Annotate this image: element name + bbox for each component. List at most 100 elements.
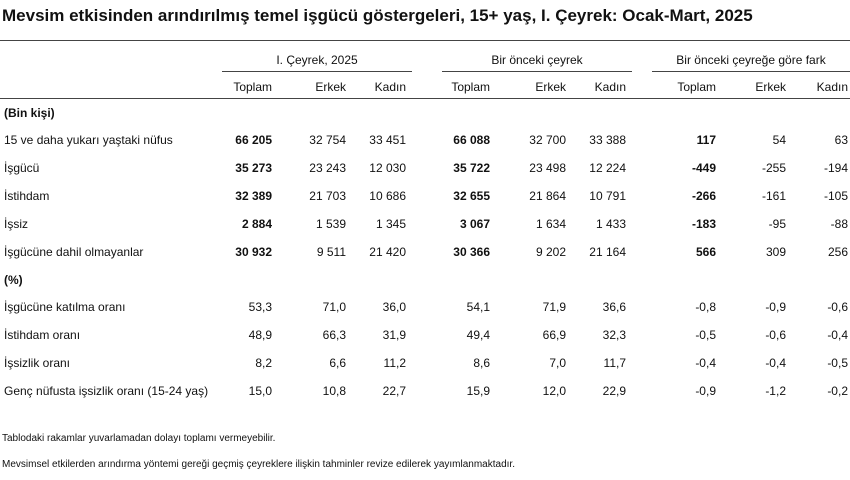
cell: 33 451 — [369, 133, 406, 147]
cell: -0,4 — [765, 356, 786, 370]
cell: -0,5 — [695, 328, 716, 342]
cell: -255 — [761, 161, 786, 175]
cell: 7,0 — [549, 356, 566, 370]
cell: 6,6 — [329, 356, 346, 370]
rule — [0, 40, 850, 41]
cell: 66 205 — [235, 133, 272, 147]
cell: -266 — [691, 189, 716, 203]
cell: 256 — [827, 245, 848, 259]
group-header: Bir önceki çeyrek — [491, 53, 583, 67]
cell: 48,9 — [248, 328, 272, 342]
column-header: Erkek — [315, 80, 346, 94]
cell: -88 — [830, 217, 848, 231]
cell: 2 884 — [241, 217, 272, 231]
cell: 10,8 — [322, 384, 346, 398]
column-header: Erkek — [535, 80, 566, 94]
rule — [442, 71, 632, 72]
cell: -0,4 — [695, 356, 716, 370]
row-label: Genç nüfusta işsizlik oranı (15-24 yaş) — [4, 384, 209, 398]
cell: -0,6 — [765, 328, 786, 342]
cell: 10 686 — [369, 189, 406, 203]
cell: -0,8 — [695, 300, 716, 314]
rule — [222, 71, 412, 72]
cell: 22,7 — [382, 384, 406, 398]
cell: 8,2 — [255, 356, 272, 370]
cell: -0,9 — [695, 384, 716, 398]
cell: -0,9 — [765, 300, 786, 314]
footnote: Mevsimsel etkilerden arındırma yöntemi g… — [2, 459, 515, 470]
section-label: (%) — [4, 273, 23, 287]
cell: 32 389 — [235, 189, 272, 203]
cell: 1 634 — [535, 217, 566, 231]
cell: 30 932 — [235, 245, 272, 259]
cell: 71,0 — [322, 300, 346, 314]
row-label: İşgücüne katılma oranı — [4, 300, 126, 314]
column-header: Kadın — [816, 80, 848, 94]
cell: 15,9 — [466, 384, 490, 398]
section-label: (Bin kişi) — [4, 106, 55, 120]
column-header: Kadın — [374, 80, 406, 94]
cell: 36,0 — [382, 300, 406, 314]
cell: 31,9 — [382, 328, 406, 342]
cell: -183 — [691, 217, 716, 231]
title: Mevsim etkisinden arındırılmış temel işg… — [2, 6, 753, 25]
cell: 66,3 — [322, 328, 346, 342]
cell: 21 703 — [309, 189, 346, 203]
cell: -0,2 — [827, 384, 848, 398]
cell: 66,9 — [542, 328, 566, 342]
cell: 22,9 — [602, 384, 626, 398]
cell: 32 754 — [309, 133, 346, 147]
row-label: İşsizlik oranı — [4, 356, 71, 370]
cell: 32 700 — [529, 133, 566, 147]
cell: 21 864 — [529, 189, 566, 203]
cell: -0,4 — [827, 328, 848, 342]
cell: 3 067 — [459, 217, 490, 231]
cell: 49,4 — [466, 328, 490, 342]
row-label: 15 ve daha yukarı yaştaki nüfus — [4, 133, 173, 147]
cell: 21 164 — [589, 245, 626, 259]
cell: 309 — [765, 245, 786, 259]
cell: 35 722 — [453, 161, 490, 175]
cell: 9 511 — [316, 245, 346, 259]
column-header: Kadın — [594, 80, 626, 94]
cell: 32,3 — [602, 328, 626, 342]
cell: 35 273 — [235, 161, 272, 175]
cell: 32 655 — [453, 189, 490, 203]
cell: 15,0 — [248, 384, 272, 398]
cell: -0,6 — [827, 300, 848, 314]
column-header: Toplam — [233, 80, 272, 94]
cell: 566 — [695, 245, 716, 259]
cell: 66 088 — [453, 133, 490, 147]
column-header: Erkek — [755, 80, 786, 94]
cell: 8,6 — [473, 356, 490, 370]
cell: 1 433 — [595, 217, 626, 231]
cell: 12,0 — [542, 384, 566, 398]
cell: -161 — [761, 189, 786, 203]
cell: 33 388 — [589, 133, 626, 147]
cell: 12 224 — [589, 161, 626, 175]
row-label: İşgücüne dahil olmayanlar — [4, 245, 144, 259]
cell: 10 791 — [589, 189, 626, 203]
column-header: Toplam — [451, 80, 490, 94]
column-header: Toplam — [677, 80, 716, 94]
cell: 54,1 — [466, 300, 490, 314]
cell: 30 366 — [453, 245, 490, 259]
row-label: İşgücü — [4, 161, 40, 175]
cell: -194 — [823, 161, 848, 175]
rule — [652, 71, 850, 72]
row-label: İşsiz — [4, 217, 28, 231]
row-label: İstihdam — [4, 189, 50, 203]
cell: -0,5 — [827, 356, 848, 370]
cell: 63 — [834, 133, 848, 147]
cell: 53,3 — [248, 300, 272, 314]
cell: 23 498 — [529, 161, 566, 175]
cell: 71,9 — [542, 300, 566, 314]
cell: 23 243 — [309, 161, 346, 175]
row-label: İstihdam oranı — [4, 328, 81, 342]
cell: 12 030 — [369, 161, 406, 175]
cell: -95 — [768, 217, 786, 231]
rule — [0, 98, 850, 99]
cell: 21 420 — [369, 245, 406, 259]
cell: 1 539 — [315, 217, 346, 231]
